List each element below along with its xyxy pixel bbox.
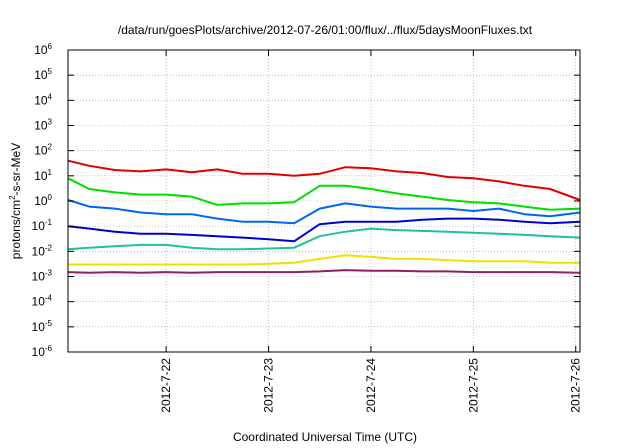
x-tick-label: 2012-7-26: [569, 358, 583, 413]
y-tick-label: 10-2: [32, 243, 53, 258]
y-tick-label: 105: [34, 67, 52, 82]
series-line: [67, 227, 581, 251]
x-axis: 2012-7-22 2012-7-23 2012-7-24 2012-7-25 2012…: [159, 50, 583, 413]
y-axis: 10-6 10-5 10-4 10-3 10-2 10-1 100 101 102 103 104 1…: [32, 42, 580, 359]
series-line: [68, 254, 580, 266]
y-tick-label: 103: [34, 118, 52, 133]
y-axis-label: protons/cm2-s-sr-MeV: [8, 143, 23, 259]
y-tick-label: 101: [34, 168, 52, 183]
y-axis-label-part: -s-sr-MeV: [9, 143, 23, 196]
y-tick-label: 10-5: [32, 319, 53, 334]
series-line: [67, 199, 581, 225]
series-line: [67, 177, 581, 211]
series-line: [67, 217, 581, 243]
y-tick-label: 10-6: [32, 344, 53, 359]
y-tick-label: 102: [34, 143, 52, 158]
x-tick-label: 2012-7-23: [262, 358, 276, 413]
grid: [68, 50, 580, 352]
series-lines: [67, 159, 581, 274]
x-tick-label: 2012-7-24: [364, 358, 378, 413]
chart-title: /data/run/goesPlots/archive/2012-07-26/0…: [118, 23, 533, 37]
x-tick-label: 2012-7-25: [466, 358, 480, 413]
x-tick-label: 2012-7-22: [159, 358, 173, 413]
series-line: [67, 269, 581, 274]
y-tick-label: 10-1: [32, 218, 53, 233]
y-tick-label: 10-4: [32, 294, 53, 309]
y-tick-label: 106: [34, 42, 52, 57]
y-axis-label-part: protons/cm: [9, 200, 23, 259]
y-axis-label-superscript: 2: [8, 195, 17, 200]
x-axis-label: Coordinated Universal Time (UTC): [233, 430, 417, 444]
y-tick-label: 10-3: [32, 269, 53, 284]
y-tick-label: 100: [34, 193, 52, 208]
series-line: [67, 159, 581, 201]
y-tick-label: 104: [34, 92, 52, 107]
